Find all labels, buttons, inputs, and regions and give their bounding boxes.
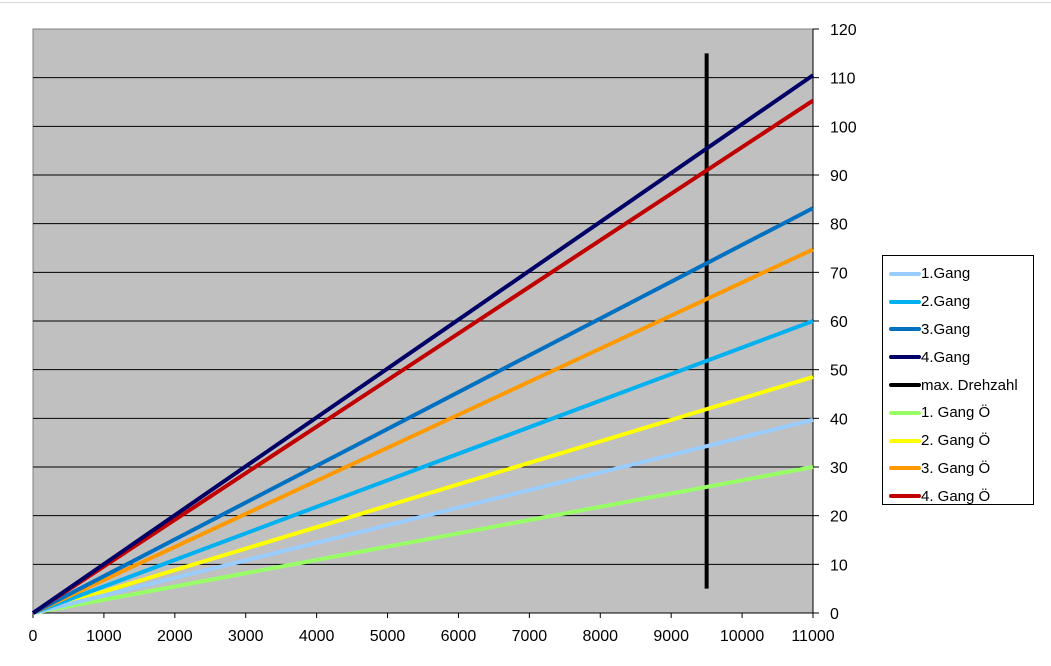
legend-swatch <box>889 494 921 499</box>
x-tick-label: 4000 <box>299 628 335 645</box>
y-tick-label: 20 <box>830 509 848 526</box>
legend-item: 3.Gang <box>883 316 1033 344</box>
legend-swatch <box>889 355 921 360</box>
series-line-5 <box>32 465 814 615</box>
y-tick-label: 110 <box>830 71 856 88</box>
legend-item: 1. Gang Ö <box>883 399 1033 427</box>
x-tick-label: 1000 <box>86 628 122 645</box>
x-tick-label: 11000 <box>791 628 834 645</box>
legend-item: 2. Gang Ö <box>883 427 1033 455</box>
y-tick-label: 80 <box>830 217 848 234</box>
y-tick-label: 70 <box>830 265 848 282</box>
legend-label: 2. Gang Ö <box>921 432 991 450</box>
x-tick-label: 3000 <box>228 628 264 645</box>
legend-label: 2.Gang <box>921 293 971 311</box>
legend-label: 1. Gang Ö <box>921 404 991 422</box>
window-top-border <box>0 2 1051 3</box>
x-tick-label: 6000 <box>441 628 477 645</box>
y-tick-label: 30 <box>830 460 848 477</box>
y-tick-label: 120 <box>830 22 857 39</box>
x-tick-label: 10000 <box>720 628 765 645</box>
legend-swatch <box>889 299 921 304</box>
legend-swatch <box>889 438 921 443</box>
legend-swatch <box>889 271 921 276</box>
series-line-7 <box>32 247 814 615</box>
legend-item: 4.Gang <box>883 343 1033 371</box>
series-line-3 <box>31 73 815 615</box>
legend-swatch <box>889 466 921 471</box>
legend-item: max. Drehzahl <box>883 371 1033 399</box>
x-tick-label: 0 <box>29 628 38 645</box>
y-tick-label: 0 <box>830 606 839 623</box>
legend-item: 2.Gang <box>883 288 1033 316</box>
series-line-8 <box>31 98 815 615</box>
x-tick-label: 8000 <box>582 628 618 645</box>
y-tick-label: 50 <box>830 363 848 380</box>
y-tick-label: 40 <box>830 411 848 428</box>
x-tick-label: 5000 <box>370 628 406 645</box>
y-tick-label: 90 <box>830 168 848 185</box>
series-line-1 <box>32 319 814 615</box>
legend-swatch <box>889 410 921 415</box>
legend: 1.Gang 2.Gang 3.Gang 4.Gang max. Drehzahl 1. … <box>882 255 1034 505</box>
legend-swatch <box>889 383 921 388</box>
y-tick-label: 100 <box>830 119 857 136</box>
legend-item: 1.Gang <box>883 260 1033 288</box>
series-line-6 <box>32 375 814 615</box>
legend-label: 3.Gang <box>921 320 971 338</box>
x-tick-label: 7000 <box>512 628 548 645</box>
series-line-2 <box>32 206 814 615</box>
legend-label: 4.Gang <box>921 348 971 366</box>
legend-item: 3. Gang Ö <box>883 455 1033 483</box>
legend-swatch <box>889 327 921 332</box>
y-tick-label: 60 <box>830 314 848 331</box>
legend-label: max. Drehzahl <box>921 376 1018 394</box>
legend-label: 1.Gang <box>921 265 971 283</box>
y-tick-label: 10 <box>830 557 848 574</box>
legend-item: 4. Gang Ö <box>883 482 1033 510</box>
legend-label: 4. Gang Ö <box>921 487 991 505</box>
x-tick-label: 9000 <box>653 628 689 645</box>
x-tick-label: 2000 <box>157 628 193 645</box>
series-line-0 <box>32 417 814 615</box>
legend-label: 3. Gang Ö <box>921 459 991 477</box>
